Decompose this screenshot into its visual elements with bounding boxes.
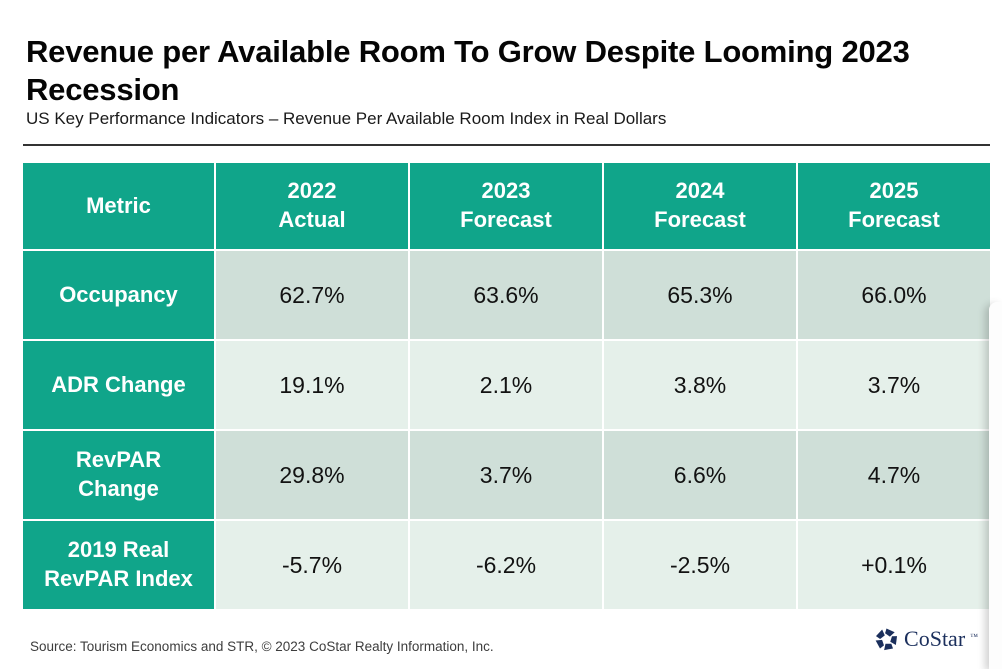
page-subtitle: US Key Performance Indicators – Revenue … (26, 109, 667, 128)
table-cell-revpar-2024: 6.6% (604, 431, 796, 519)
divider-rule (23, 144, 990, 146)
row-label-text: ADR Change (51, 371, 186, 397)
column-header-text: 2024 (675, 178, 725, 204)
trademark-symbol: ™ (970, 632, 978, 641)
row-label-occupancy: Occupancy (23, 251, 214, 339)
costar-pinwheel-icon (875, 627, 898, 650)
table-cell-occupancy-2025: 66.0% (798, 251, 990, 339)
column-header-2025-forecast: 2025 Forecast (798, 163, 990, 249)
column-header-text: 2025 (869, 178, 919, 204)
table-cell-index-2022: -5.7% (216, 521, 408, 609)
column-header-text: 2022 (287, 178, 337, 204)
table-cell-occupancy-2023: 63.6% (410, 251, 602, 339)
column-header-text: Forecast (848, 207, 940, 232)
table-cell-occupancy-2024: 65.3% (604, 251, 796, 339)
row-label-text: 2019 Real (67, 537, 170, 563)
source-note: Source: Tourism Economics and STR, © 202… (30, 639, 494, 654)
row-label-adr-change: ADR Change (23, 341, 214, 429)
table-cell-revpar-2025: 4.7% (798, 431, 990, 519)
table-cell-occupancy-2022: 62.7% (216, 251, 408, 339)
table-cell-adr-2023: 2.1% (410, 341, 602, 429)
table-cell-adr-2022: 19.1% (216, 341, 408, 429)
column-header-2022-actual: 2022 Actual (216, 163, 408, 249)
table-cell-adr-2025: 3.7% (798, 341, 990, 429)
costar-logo-text: CoStar (904, 626, 966, 651)
row-label-2019-real-revpar-index: 2019 Real RevPAR Index (23, 521, 214, 609)
column-header-text: Metric (86, 192, 151, 218)
column-header-text: Forecast (654, 207, 746, 232)
kpi-table: Metric 2022 Actual 2023 Forecast 2024 Fo… (23, 163, 990, 609)
page-title: Revenue per Available Room To Grow Despi… (26, 33, 910, 107)
table-cell-adr-2024: 3.8% (604, 341, 796, 429)
column-header-2023-forecast: 2023 Forecast (410, 163, 602, 249)
row-label-text: Occupancy (59, 281, 178, 307)
column-header-metric: Metric (23, 163, 214, 249)
costar-logo: CoStar ™ (874, 626, 978, 652)
table-cell-index-2025: +0.1% (798, 521, 990, 609)
table-cell-index-2023: -6.2% (410, 521, 602, 609)
row-label-text: RevPAR Index (44, 566, 193, 591)
column-header-text: Actual (278, 207, 346, 232)
column-header-text: 2023 (481, 178, 531, 204)
table-cell-index-2024: -2.5% (604, 521, 796, 609)
table-cell-revpar-2022: 29.8% (216, 431, 408, 519)
row-label-revpar-change: RevPAR Change (23, 431, 214, 519)
row-label-text: Change (78, 476, 159, 501)
row-label-text: RevPAR (75, 447, 162, 473)
column-header-2024-forecast: 2024 Forecast (604, 163, 796, 249)
column-header-text: Forecast (460, 207, 552, 232)
table-cell-revpar-2023: 3.7% (410, 431, 602, 519)
scrollbar[interactable] (989, 302, 1002, 669)
